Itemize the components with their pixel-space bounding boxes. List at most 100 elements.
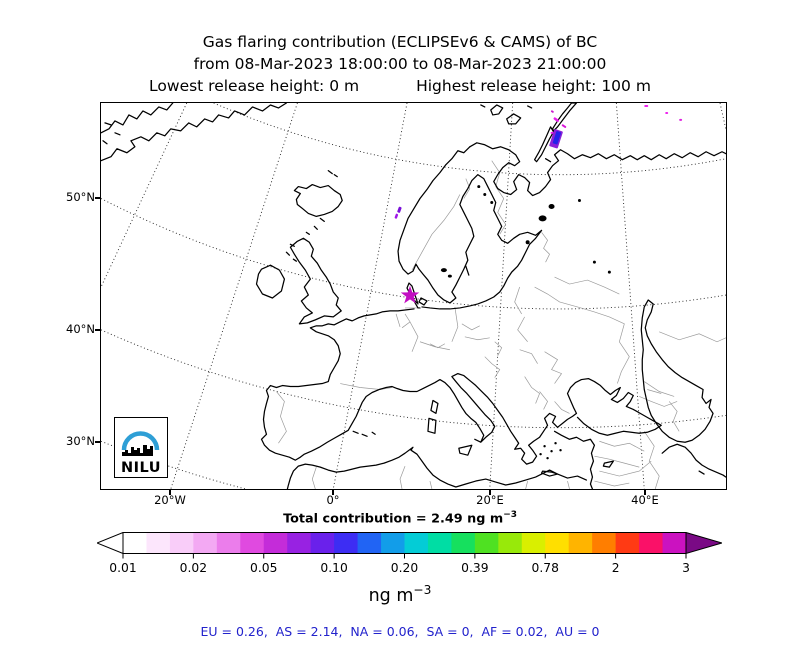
meridian-20w (170, 103, 298, 489)
lon-label-0: 0° (326, 493, 340, 507)
plume-mark (644, 104, 649, 107)
colorbar-units-label: ng m−3 (368, 583, 432, 606)
meridian-40w (101, 103, 188, 288)
plume-mark (550, 110, 554, 113)
colorbar-segment (545, 532, 570, 554)
lon-label-20e: 20°E (476, 493, 504, 507)
source-location-star-marker (400, 285, 420, 304)
parallel-60n (213, 103, 726, 176)
parallel-40n (101, 329, 726, 429)
lon-tick-20w (169, 490, 171, 495)
colorbar-right-arrow (685, 532, 722, 555)
plume-mark (394, 213, 399, 219)
regional-contributions-text: EU = 0.26, AS = 2.14, NA = 0.06, SA = 0,… (200, 624, 600, 639)
total-contribution-label: Total contribution = 2.49 ng m−3 (283, 510, 517, 527)
colorbar-segment (451, 532, 476, 554)
islets-faroe-shetland (305, 170, 338, 235)
lakes (440, 185, 611, 460)
colorbar-segment (310, 532, 335, 554)
plume-mark (397, 206, 402, 213)
nilu-rainbow-arc-icon (121, 431, 160, 451)
meridian-60e (719, 103, 726, 130)
coastline-caspian-sea (640, 299, 714, 443)
lon-tick-20e (489, 490, 491, 495)
map-plot-area: NILU (100, 102, 727, 490)
plume-mark (679, 118, 683, 121)
plume-mark (553, 117, 560, 122)
colorbar-tick-label: 0.39 (461, 561, 489, 575)
colorbar-segment (263, 532, 288, 554)
colorbar-segment (498, 532, 523, 554)
coastline-arctic-russia (469, 142, 726, 197)
lon-tick-40e (644, 490, 646, 495)
colorbar (97, 532, 722, 559)
coastline-west-europe-iberia-italy-balkans (260, 308, 662, 465)
colorbar-segment (662, 532, 687, 554)
lon-tick-0 (332, 490, 334, 495)
colorbar-tick-label: 0.78 (531, 561, 559, 575)
colorbar-segment (615, 532, 640, 554)
figure-time-range: from 08-Mar-2023 18:00:00 to 08-Mar-2023… (193, 55, 607, 73)
parallel-50n (101, 198, 726, 310)
plume-mark (561, 124, 567, 128)
lat-tick-50n (95, 197, 100, 199)
colorbar-segment (639, 532, 664, 554)
colorbar-segment (381, 532, 406, 554)
colorbar-segment (287, 532, 312, 554)
lon-label-20w: 20°W (154, 493, 186, 507)
plume-mark (550, 131, 554, 134)
colorbar-segment (216, 532, 241, 554)
coastline-novaya-zemlya (533, 103, 578, 163)
coastline-persian-gulf (661, 443, 726, 478)
nilu-logo-text: NILU (120, 460, 162, 476)
lon-label-40e: 40°E (631, 493, 659, 507)
lat-tick-30n (95, 441, 100, 443)
colorbar-tick-label: 0.05 (250, 561, 278, 575)
plume-mark (665, 111, 669, 114)
colorbar-tick-label: 0.20 (390, 561, 419, 575)
coastline-great-britain (289, 237, 342, 325)
islets-hebrides (285, 243, 297, 262)
coastline-scandinavia-baltic (397, 146, 543, 310)
islands-svalbard-arctic (480, 104, 533, 125)
colorbar-tick-label: 3 (682, 561, 690, 575)
colorbar-tick-label: 2 (611, 561, 620, 575)
lat-label-30n: 30°N (66, 434, 95, 448)
colorbar-segment (334, 532, 359, 554)
meridian-40e (615, 103, 645, 489)
colorbar-segment (592, 532, 617, 554)
colorbar-tick-label: 0.10 (320, 561, 348, 575)
lat-label-40n: 40°N (66, 322, 95, 336)
highest-release-height: Highest release height: 100 m (416, 77, 651, 95)
country-borders (276, 160, 726, 489)
island-sicily (458, 444, 473, 456)
colorbar-segment (568, 532, 593, 554)
colorbar-segment (123, 532, 148, 554)
parallel-30n (101, 440, 246, 489)
islets-balearic (352, 430, 376, 437)
lat-label-50n: 50°N (66, 190, 95, 204)
coastline-greenland (101, 103, 288, 162)
island-corsica (430, 399, 439, 415)
figure-header: Gas flaring contribution (ECLIPSEv6 & CA… (0, 31, 800, 97)
figure-title: Gas flaring contribution (ECLIPSEv6 & CA… (202, 33, 598, 51)
island-gotland (465, 265, 470, 276)
colorbar-tick-label: 0.01 (109, 561, 137, 575)
nilu-logo-icon (121, 431, 160, 456)
colorbar-segment (193, 532, 218, 554)
colorbar-segment (169, 532, 194, 554)
island-crete (540, 470, 559, 477)
concentration-plumes (394, 104, 683, 219)
colorbar-tick-label: 0.02 (179, 561, 208, 575)
meridian-20e (489, 103, 514, 489)
meridian-0 (332, 103, 408, 489)
nilu-logo: NILU (114, 417, 168, 478)
islets-greenland (102, 122, 121, 145)
colorbar-segment (404, 532, 429, 554)
coastline-greenland-north (101, 103, 174, 134)
colorbar-segment (474, 532, 499, 554)
colorbar-left-arrow (97, 532, 124, 555)
colorbar-segment (357, 532, 382, 554)
europe-map (101, 103, 726, 489)
release-height-row: Lowest release height: 0 m Highest relea… (0, 75, 800, 97)
